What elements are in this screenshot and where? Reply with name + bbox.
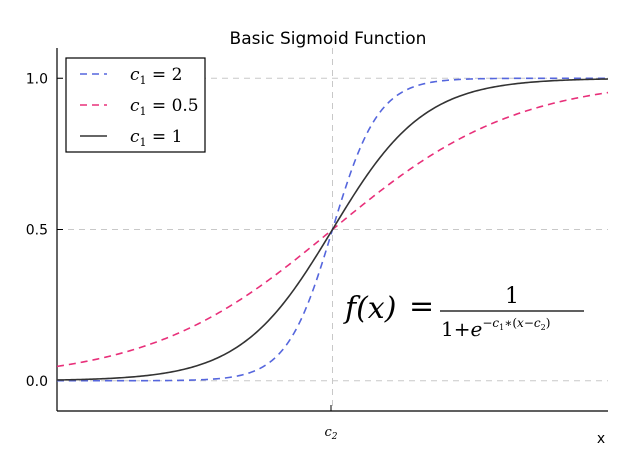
chart-title: Basic Sigmoid Function <box>230 29 427 49</box>
y-tick-label-1: 0.5 <box>26 223 48 239</box>
series-line-2 <box>56 78 609 381</box>
legend: c1 = 2 c1 = 0.5 c1 = 1 <box>65 57 206 153</box>
formula-equals: = <box>409 289 434 324</box>
x-center-tick-subscript: 2 <box>331 432 338 442</box>
y-tick-label-2: 1.0 <box>26 71 48 87</box>
legend-label-0: c1 = 2 <box>130 65 182 87</box>
x-axis-label: x <box>597 431 605 447</box>
formula: f(x) = 1 1+e−c1∗(x−c2) <box>343 284 584 341</box>
formula-lhs: f(x) <box>343 291 396 326</box>
formula-denominator: 1+e−c1∗(x−c2) <box>441 316 550 341</box>
y-tick-label-0: 0.0 <box>26 374 48 390</box>
formula-numerator: 1 <box>505 284 519 309</box>
legend-label-1: c1 = 0.5 <box>130 96 199 118</box>
x-center-tick-label: c2 <box>324 425 337 442</box>
series-group <box>56 77 609 382</box>
legend-label-2: c1 = 1 <box>130 127 182 149</box>
